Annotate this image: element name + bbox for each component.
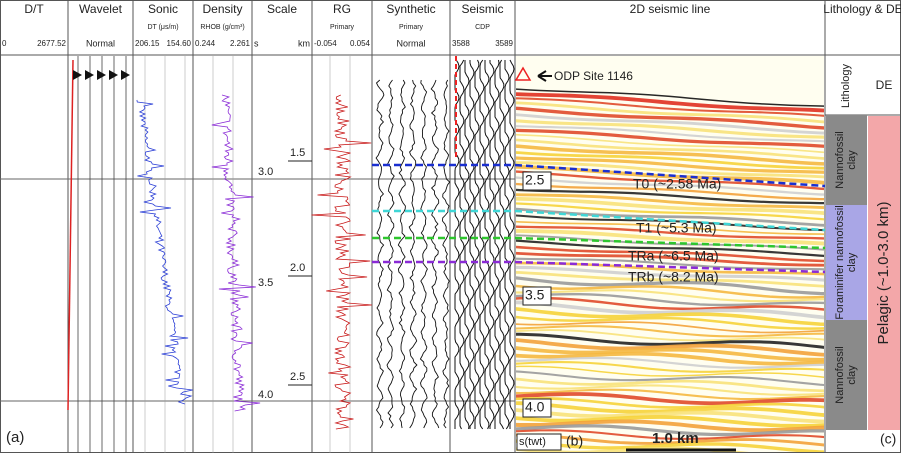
column-title: 2D seismic line	[630, 2, 711, 16]
site-label: ODP Site 1146	[554, 69, 633, 83]
scale-right: 2.261	[230, 39, 251, 48]
column-title: D/T	[24, 2, 44, 16]
scale-right: 2677.52	[37, 39, 66, 48]
scale-left: -0.054	[314, 39, 337, 48]
column-unit: RHOB (g/cm³)	[200, 24, 244, 31]
panel-label: (c)	[880, 431, 896, 447]
column-title: Scale	[267, 2, 297, 16]
lith-col-title: Lithology	[840, 63, 852, 108]
column-mode: Normal	[396, 38, 425, 48]
horizon-label: TRa (~6.5 Ma)	[628, 248, 719, 264]
scale-right: 3589	[495, 39, 513, 48]
scale-prefix: km	[298, 38, 310, 48]
column-title: Seismic	[461, 2, 503, 16]
panel-label: (a)	[6, 429, 24, 446]
scale-left: 206.15	[135, 39, 160, 48]
seismic-time-tick: 3.5	[525, 287, 545, 303]
figure: D/T 0 2677.52 Wavelet Normal Sonic DT (μs/m) 20…	[0, 0, 901, 453]
time-tick: 3.5	[258, 277, 273, 289]
column-title: Synthetic	[386, 2, 435, 16]
depth-tick: 2.5	[290, 371, 305, 383]
scale-right: 154.60	[167, 39, 192, 48]
scale-bar-label: 1.0 km	[652, 430, 699, 447]
scale-suffix: s	[254, 38, 259, 48]
time-tick: 3.0	[258, 166, 273, 178]
horizon-label: T1 (~5.3 Ma)	[636, 220, 717, 236]
column-title: Density	[202, 2, 242, 16]
column-unit: Primary	[330, 24, 355, 31]
depth-tick: 1.5	[290, 147, 305, 159]
panel-label: (b)	[566, 433, 583, 449]
depth-tick: 2.0	[290, 262, 305, 274]
column-title: Wavelet	[79, 2, 123, 16]
column-unit: CDP	[475, 24, 490, 31]
horizon-label: TRb (~8.2 Ma)	[628, 269, 719, 285]
column-unit: DT (μs/m)	[147, 24, 178, 31]
time-tick: 4.0	[258, 389, 273, 401]
column-title: Sonic	[148, 2, 178, 16]
de-label: Pelagic (~1.0-3.0 km)	[875, 202, 892, 345]
column-mode: Normal	[86, 38, 115, 48]
horizon-label: T0 (~2.58 Ma)	[633, 176, 721, 192]
column-title: Lithology & DE	[823, 2, 901, 16]
scale-right: 0.054	[350, 39, 371, 48]
scale-left: 0.244	[195, 39, 216, 48]
de-col-title: DE	[876, 78, 893, 92]
column-unit: Primary	[399, 24, 424, 31]
scale-left: 3588	[452, 39, 470, 48]
seismic-time-tick: 4.0	[525, 399, 545, 415]
seismic-time-tick: 2.5	[525, 172, 545, 188]
column-title: RG	[333, 2, 351, 16]
axis-unit: s(twt)	[519, 436, 546, 448]
scale-left: 0	[2, 39, 7, 48]
